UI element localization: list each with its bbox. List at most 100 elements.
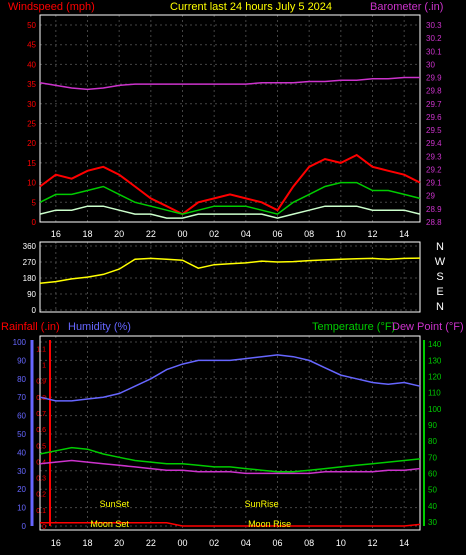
x-tick-label: 02	[209, 229, 219, 239]
x-tick-label: 16	[51, 229, 61, 239]
temp-tick-label: 140	[428, 340, 442, 349]
compass-label: W	[435, 256, 446, 268]
rain-tick-label: 0.6	[36, 427, 46, 434]
wind-direction-line	[39, 257, 421, 285]
rain-tick-label: 0.2	[36, 492, 46, 499]
panel-frame	[39, 241, 421, 313]
x-tick-label: 16	[51, 538, 61, 548]
x-tick-label: 14	[399, 538, 409, 548]
temp-humidity-panel: 010203040506070809010000.10.20.30.40.50.…	[13, 335, 442, 548]
x-tick-label: 04	[241, 538, 251, 548]
baro-tick-label: 28.9	[426, 205, 442, 214]
rain-tick-label: 1.1	[36, 346, 46, 353]
baro-tick-label: 29.7	[426, 100, 442, 109]
temp-tick-label: 50	[428, 486, 437, 495]
astro-annotation: SunRise	[245, 499, 279, 509]
temp-tick-label: 60	[428, 469, 437, 478]
wind-barometer-panel: 0 5 10 15 20 25 30 35 40 45 50 28.8 28.9 29 29.1 29.2 29…	[27, 14, 442, 239]
rain-tick-label: 1	[42, 363, 46, 370]
x-tick-label: 04	[241, 229, 251, 239]
humidity-tick-label: 0	[22, 522, 27, 531]
wind-tick-label: 40	[27, 60, 36, 69]
wind-tick-label: 20	[27, 139, 36, 148]
x-tick-label: 22	[146, 229, 156, 239]
temperature-label: Temperature (°F)	[312, 321, 395, 333]
baro-tick-label: 30.1	[426, 47, 442, 56]
humidity-tick-label: 30	[17, 467, 26, 476]
x-tick-label: 14	[399, 229, 409, 239]
astro-annotation: Moon Set	[90, 519, 129, 529]
panel-frame	[39, 14, 421, 223]
temperature-line	[39, 446, 421, 473]
compass-label: N	[436, 301, 444, 313]
humidity-tick-label: 50	[17, 430, 26, 439]
x-tick-label: 22	[146, 538, 156, 548]
astro-annotation: SunSet	[100, 499, 130, 509]
humidity-label: Humidity (%)	[68, 321, 131, 333]
temp-tick-label: 70	[428, 453, 437, 462]
baro-tick-label: 29.8	[426, 87, 442, 96]
baro-tick-label: 29.3	[426, 152, 442, 161]
compass-label: E	[436, 286, 443, 298]
wind-tick-label: 25	[27, 120, 36, 129]
x-tick-label: 20	[114, 538, 124, 548]
direction-tick-label: 180	[23, 274, 37, 283]
rainfall-label: Rainfall (.in)	[1, 321, 60, 333]
x-tick-label: 18	[82, 229, 92, 239]
x-tick-label: 08	[304, 229, 314, 239]
wind-tick-label: 45	[27, 41, 36, 50]
temp-tick-label: 120	[428, 372, 442, 381]
humidity-tick-label: 80	[17, 375, 26, 384]
rain-tick-label: 0.3	[36, 476, 46, 483]
temp-tick-label: 100	[428, 405, 442, 414]
direction-tick-label: 270	[23, 258, 37, 267]
windspeed-label: Windspeed (mph)	[8, 1, 95, 13]
chart-title: Current last 24 hours July 5 2024	[170, 1, 332, 13]
wind-tick-label: 30	[27, 100, 36, 109]
rainfall-line	[40, 522, 421, 527]
x-tick-label: 06	[272, 538, 282, 548]
baro-tick-label: 29.6	[426, 113, 442, 122]
temp-tick-label: 130	[428, 356, 442, 365]
wind-low-line	[39, 205, 421, 219]
wind-tick-label: 35	[27, 80, 36, 89]
x-tick-label: 06	[272, 229, 282, 239]
baro-tick-label: 29	[426, 192, 435, 201]
x-tick-label: 18	[82, 538, 92, 548]
humidity-tick-label: 40	[17, 448, 26, 457]
direction-tick-label: 90	[27, 290, 36, 299]
humidity-tick-label: 90	[17, 356, 26, 365]
x-tick-label: 02	[209, 538, 219, 548]
wind-tick-label: 5	[32, 198, 37, 207]
barometer-label: Barometer (.in)	[370, 1, 443, 13]
rain-tick-label: 0	[42, 524, 46, 531]
baro-tick-label: 28.8	[426, 218, 442, 227]
humidity-tick-label: 100	[13, 338, 27, 347]
dewpoint-line	[39, 459, 421, 475]
x-tick-label: 12	[367, 538, 377, 548]
baro-tick-label: 29.5	[426, 126, 442, 135]
humidity-tick-label: 10	[17, 504, 26, 513]
panel-frame	[39, 335, 421, 531]
temp-tick-label: 30	[428, 518, 437, 527]
baro-tick-label: 29.4	[426, 139, 442, 148]
dewpoint-label: Dew Point (°F)	[392, 321, 464, 333]
compass-label: S	[436, 271, 443, 283]
astro-annotation: Moon Rise	[248, 519, 291, 529]
baro-tick-label: 30.3	[426, 21, 442, 30]
rain-tick-label: 0.8	[36, 395, 46, 402]
temp-tick-label: 80	[428, 437, 437, 446]
x-tick-label: 10	[336, 538, 346, 548]
x-tick-label: 08	[304, 538, 314, 548]
x-tick-label: 12	[367, 229, 377, 239]
rain-tick-label: 0.1	[36, 508, 46, 515]
wind-avg-line	[39, 181, 421, 215]
direction-tick-label: 0	[32, 306, 37, 315]
humidity-tick-label: 70	[17, 393, 26, 402]
temp-tick-label: 110	[428, 389, 441, 398]
x-tick-label: 20	[114, 229, 124, 239]
temp-tick-label: 40	[428, 502, 437, 511]
barometer-line	[39, 76, 420, 91]
baro-tick-label: 29.9	[426, 74, 442, 83]
